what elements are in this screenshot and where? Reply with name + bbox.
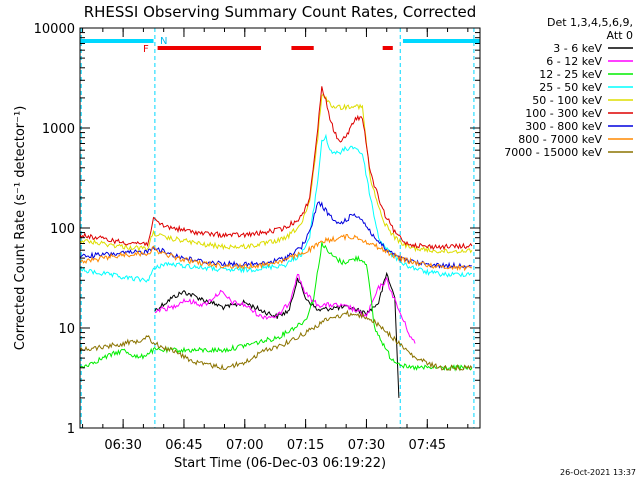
x-tick-label-1: 06:45 [165,438,202,453]
y-tick-label-3: 1000 [42,122,75,137]
series-line-4 [79,92,473,254]
legend-label-2: 12 - 25 keV [539,68,602,81]
legend-label-7: 800 - 7000 keV [518,133,602,146]
legend-label-5: 100 - 300 keV [525,107,602,120]
legend-label-8: 7000 - 15000 keV [504,146,602,159]
series-line-0 [154,271,400,398]
y-axis-label: Corrected Count Rate (s⁻¹ detector⁻¹) [13,106,28,351]
series-line-1 [154,273,416,344]
y-tick-label-0: 1 [67,422,75,437]
legend-label-3: 25 - 50 keV [539,81,602,94]
series-line-5 [79,86,473,251]
x-axis-label: Start Time (06-Dec-03 06:19:22) [174,456,386,471]
series-line-2 [79,242,473,372]
legend-label-0: 3 - 6 keV [553,42,602,55]
x-tick-label-2: 07:00 [226,438,263,453]
x-tick-label-4: 07:30 [348,438,385,453]
y-axis: 1 10 100 1000 10000 [34,22,480,437]
legend-label-6: 300 - 800 keV [525,120,602,133]
series-layer [79,86,473,398]
x-tick-label-3: 07:15 [287,438,324,453]
x-axis: 06:30 06:45 07:00 07:15 07:30 07:45 [82,28,469,453]
y-tick-label-4: 10000 [34,22,75,37]
x-tick-label-5: 07:45 [409,438,446,453]
chart-title: RHESSI Observing Summary Count Rates, Co… [84,3,477,21]
series-line-8 [79,309,473,371]
series-line-7 [79,233,472,272]
series-line-3 [79,133,472,283]
f-flag-label: F [143,44,149,55]
series-line-6 [79,201,473,270]
y-tick-label-2: 100 [50,222,75,237]
y-tick-label-1: 10 [58,322,75,337]
timestamp: 26-Oct-2021 13:37 [560,468,636,477]
legend-label-4: 50 - 100 keV [532,94,602,107]
legend-header-line-2: Att 0 [607,29,633,42]
legend-header-line-1: Det 1,3,4,5,6,9, [547,16,633,29]
n-flag-label: N [160,36,167,47]
legend-label-1: 6 - 12 keV [546,55,602,68]
x-tick-label-0: 06:30 [104,438,141,453]
